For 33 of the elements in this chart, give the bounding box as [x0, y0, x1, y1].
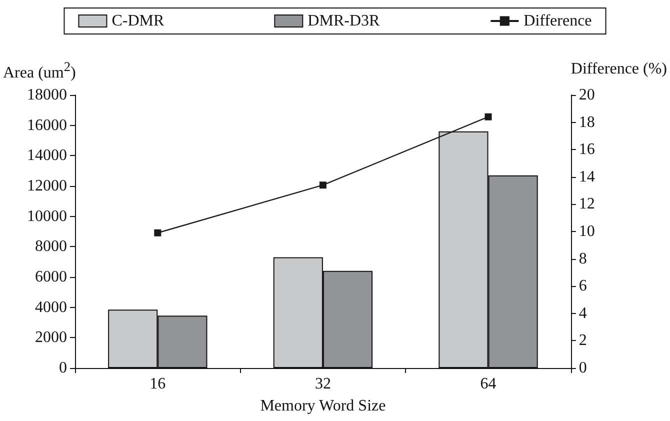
- y-axis-title: Area (um$^{2}$): [3, 58, 76, 84]
- y2-tick-label: 0: [578, 360, 587, 376]
- legend-label: C-DMR: [112, 12, 164, 30]
- point: [319, 182, 326, 189]
- point: [484, 113, 492, 120]
- x-tick-label: 32: [314, 376, 331, 392]
- y-tick-label: 12000: [27, 178, 67, 194]
- y2-tick-label: 10: [578, 223, 595, 240]
- x-tick-label: 64: [480, 376, 496, 392]
- y-tick-label: 14000: [27, 147, 67, 164]
- legend-label: DMR-D3R: [308, 12, 380, 30]
- y2-tick-label: 20: [578, 86, 595, 104]
- y-tick-label: 18000: [27, 86, 67, 104]
- point: [154, 229, 162, 236]
- x-axis-title: Memory Word Size: [260, 398, 386, 414]
- y2-tick-label: 18: [578, 114, 595, 131]
- y2-tick-label: 16: [578, 141, 595, 158]
- y2-tick-label: 12: [578, 196, 595, 213]
- y2-tick-label: 4: [578, 304, 587, 322]
- y-tick-label: 16000: [27, 116, 67, 134]
- y2-tick-label: 8: [578, 250, 587, 268]
- x-tick-label: 16: [150, 376, 166, 392]
- y-tick-label: 4000: [35, 298, 67, 316]
- y2-axis-title: Difference (%): [570, 60, 668, 78]
- y-tick-label: 6000: [35, 268, 67, 286]
- legend-label: Difference: [524, 12, 592, 30]
- y2-tick-label: 14: [578, 168, 595, 186]
- y2-tick-label: 6: [578, 278, 587, 295]
- y-tick-label: 10000: [27, 208, 67, 225]
- y-tick-label: 8000: [35, 238, 67, 256]
- y2-tick-label: 2: [578, 332, 587, 350]
- y-tick-label: 2000: [35, 329, 67, 346]
- y-tick-label: 0: [59, 360, 67, 376]
